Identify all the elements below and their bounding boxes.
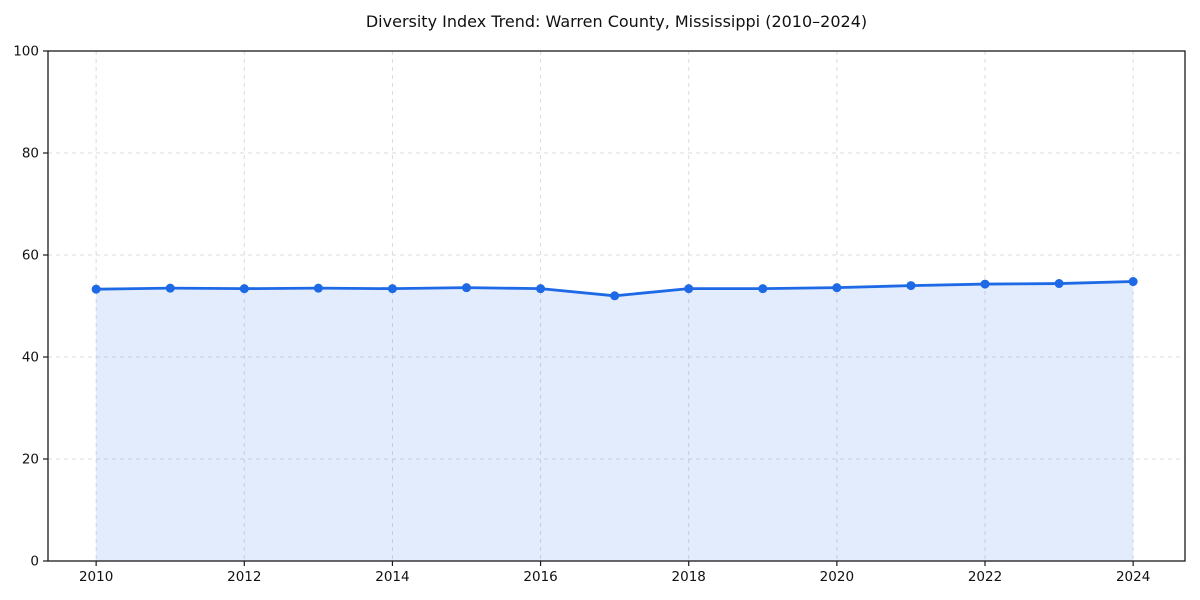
x-tick-label: 2014 — [375, 569, 409, 585]
axes-frame — [47, 50, 1186, 562]
data-point — [980, 279, 990, 289]
data-point — [906, 281, 916, 291]
x-tick-label: 2016 — [523, 569, 557, 585]
y-tick-label: 0 — [30, 554, 39, 570]
data-point — [610, 291, 620, 301]
x-tick-label: 2018 — [672, 569, 706, 585]
data-point — [1128, 277, 1138, 287]
data-point — [387, 284, 397, 294]
data-point — [1054, 279, 1064, 289]
x-tick-label: 2012 — [227, 569, 261, 585]
y-tick-label: 60 — [22, 248, 39, 264]
data-point — [758, 284, 768, 294]
area-fill — [96, 281, 1134, 561]
x-tick-label: 2010 — [79, 569, 113, 585]
data-point — [165, 283, 175, 293]
y-tick-label: 20 — [22, 452, 39, 468]
x-tick-label: 2020 — [820, 569, 854, 585]
data-point — [684, 284, 694, 294]
data-point — [462, 283, 472, 293]
data-point — [239, 284, 249, 294]
x-tick-label: 2024 — [1116, 569, 1150, 585]
data-point — [313, 283, 323, 293]
data-point — [91, 284, 101, 294]
y-tick-label: 80 — [22, 146, 39, 162]
data-point — [832, 283, 842, 293]
y-tick-label: 40 — [22, 350, 39, 366]
chart-title: Diversity Index Trend: Warren County, Mi… — [365, 12, 868, 31]
x-tick-label: 2022 — [968, 569, 1002, 585]
y-tick-label: 100 — [13, 44, 39, 60]
data-point — [536, 284, 546, 294]
